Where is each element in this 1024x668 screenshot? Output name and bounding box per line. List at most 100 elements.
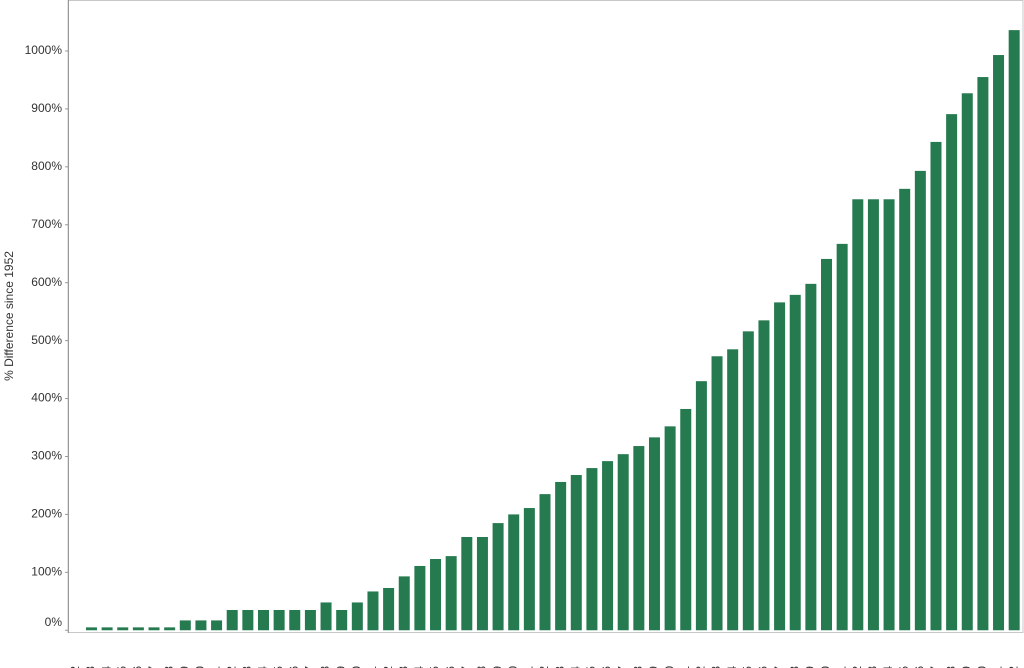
y-tick-label: 600% (31, 275, 62, 289)
bar (914, 170, 926, 631)
bar (821, 258, 833, 631)
bar (414, 565, 426, 631)
bar (445, 556, 457, 631)
x-tick-label: 1954 (99, 666, 113, 668)
x-tick-label: 2003 (866, 666, 880, 668)
y-tick-label: 0% (45, 615, 63, 629)
y-tick-label: 400% (31, 391, 62, 405)
bar (242, 609, 254, 631)
x-tick-label: 1975 (428, 666, 442, 668)
bar (351, 602, 363, 631)
x-tick-label: 1953 (84, 666, 98, 668)
x-tick-label: 1978 (475, 666, 489, 668)
bar (539, 494, 551, 631)
x-tick-label: 1966 (287, 666, 301, 668)
x-tick-label: 1990 (662, 666, 676, 668)
x-tick-label: 2002 (850, 666, 864, 668)
bar (398, 576, 410, 631)
bar (492, 523, 504, 631)
x-tick-label: 1982 (537, 666, 551, 668)
x-tick-label: 1979 (490, 666, 504, 668)
bar (367, 591, 379, 631)
x-tick-label: 1974 (412, 666, 426, 668)
x-tick-label: 1962 (224, 666, 238, 668)
x-tick-label: 1952 (68, 666, 82, 668)
bar (680, 408, 692, 631)
x-tick-label: 2011 (991, 666, 1005, 668)
x-tick-label: 2006 (913, 666, 927, 668)
bar (633, 446, 645, 631)
bar (304, 609, 316, 631)
x-tick-label: 1971 (365, 666, 379, 668)
x-tick-label: 1967 (303, 666, 317, 668)
x-tick-label: 1963 (240, 666, 254, 668)
bar (508, 514, 520, 631)
bar (85, 627, 97, 631)
x-tick-label: 2008 (944, 666, 958, 668)
x-tick-label: 1968 (318, 666, 332, 668)
bar (648, 437, 660, 631)
x-tick-label: 1988 (631, 666, 645, 668)
x-tick-label: 1981 (522, 666, 536, 668)
bar (476, 536, 488, 631)
bar (899, 188, 911, 631)
x-tick-label: 1969 (334, 666, 348, 668)
bar (883, 199, 895, 631)
x-tick-label: 2000 (819, 666, 833, 668)
bar (852, 199, 864, 631)
y-tick-label: 200% (31, 507, 62, 521)
y-tick-label: 800% (31, 159, 62, 173)
bar (1008, 30, 1020, 631)
bar (930, 141, 942, 631)
x-tick-label: 1965 (271, 666, 285, 668)
bar (993, 55, 1005, 631)
bar (711, 356, 723, 631)
bar (211, 620, 223, 631)
bar (836, 243, 848, 631)
bar (132, 627, 144, 631)
bar (742, 331, 754, 631)
bar (383, 587, 395, 631)
x-tick-label: 2010 (975, 666, 989, 668)
bar (946, 114, 958, 631)
x-tick-label: 2001 (834, 666, 848, 668)
x-tick-label: 1970 (349, 666, 363, 668)
x-tick-label: 1993 (709, 666, 723, 668)
x-tick-label: 1985 (584, 666, 598, 668)
bar (805, 283, 817, 631)
x-tick-label: 1980 (506, 666, 520, 668)
x-tick-label: 2004 (881, 666, 895, 668)
y-tick-label: 900% (31, 101, 62, 115)
x-tick-label: 1973 (396, 666, 410, 668)
x-tick-label: 1991 (678, 666, 692, 668)
x-tick-label: 1955 (115, 666, 129, 668)
bar (148, 627, 160, 631)
x-tick-label: 1977 (459, 666, 473, 668)
y-tick-label: 300% (31, 449, 62, 463)
x-tick-label: 2009 (959, 666, 973, 668)
x-tick-label: 2012 (1006, 666, 1020, 668)
y-axis-title: % Difference since 1952 (2, 251, 16, 381)
bar (695, 381, 707, 631)
y-tick-label: 500% (31, 333, 62, 347)
bar (555, 481, 567, 631)
x-tick-label: 1964 (256, 666, 270, 668)
bar (101, 627, 113, 631)
bar (257, 609, 269, 631)
x-tick-label: 2005 (897, 666, 911, 668)
x-tick-label: 1994 (725, 666, 739, 668)
bar (226, 609, 238, 631)
bar (179, 620, 191, 631)
bar (461, 536, 473, 631)
bar (602, 461, 614, 631)
bar (336, 609, 348, 631)
x-tick-label: 1958 (162, 666, 176, 668)
bar (961, 93, 973, 631)
bar (117, 627, 129, 631)
bar (617, 454, 629, 631)
bar (164, 627, 176, 631)
bar (320, 602, 332, 631)
bar (570, 475, 582, 631)
y-tick-label: 700% (31, 217, 62, 231)
